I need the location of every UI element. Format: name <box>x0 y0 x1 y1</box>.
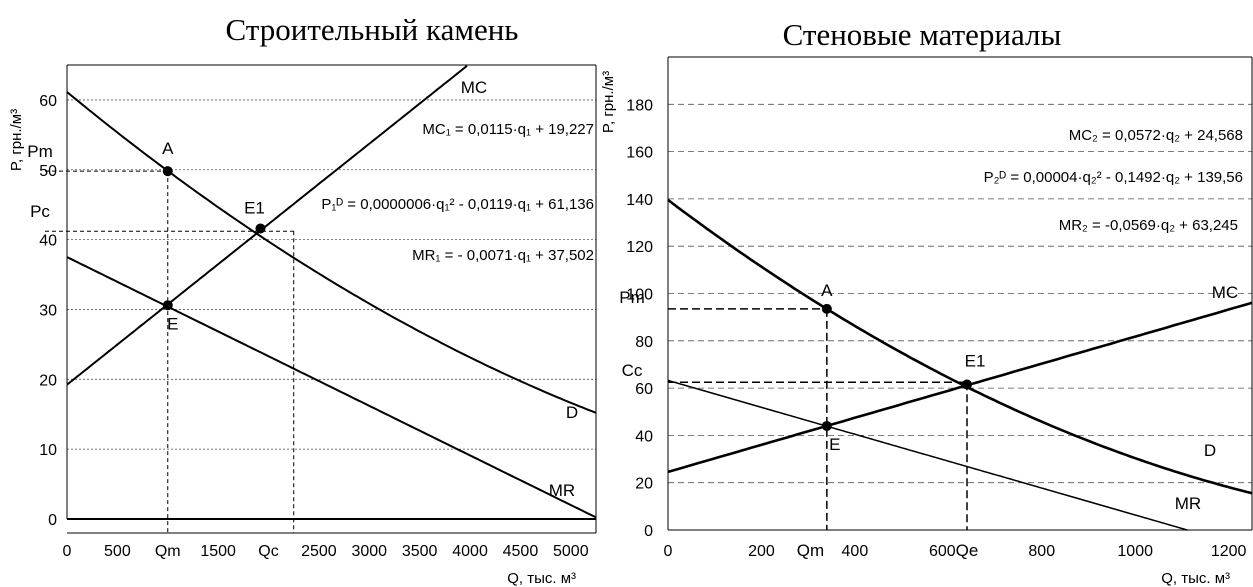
series-line-d <box>66 91 597 414</box>
chart-title: Строительный камень <box>226 12 519 47</box>
y-tick-label: 80 <box>635 334 653 351</box>
y-axis-label: P, грн./м³ <box>600 71 617 133</box>
series-line-mr <box>66 256 597 519</box>
data-point-e <box>821 420 832 431</box>
x-tick-label: 2500 <box>301 543 337 560</box>
y-mark-label: Cc <box>622 361 643 380</box>
y-tick-label: 180 <box>626 97 653 114</box>
x-tick-label: 0 <box>63 543 72 560</box>
series-line-mc <box>667 301 1253 474</box>
y-tick-label: 30 <box>39 302 57 319</box>
x-tick-label: 4500 <box>503 543 539 560</box>
curve-label: MR <box>549 481 575 500</box>
curve-label: MR <box>1175 494 1201 513</box>
x-tick-label: 400 <box>842 543 869 560</box>
x-tick-label: 0 <box>664 543 673 560</box>
x-tick-label: Qc <box>258 543 278 560</box>
equation-label: P₁ᴰ = 0,0000006·q₁² - 0,0119·q₁ + 61,136 <box>321 196 594 213</box>
curve-label: D <box>566 403 578 422</box>
y-tick-label: 100 <box>626 287 653 304</box>
x-mark-label: Qm <box>797 541 824 560</box>
data-point-a <box>821 303 832 314</box>
curve-label: MC <box>461 78 487 97</box>
x-mark-label: Qe <box>956 541 979 560</box>
x-tick-label: 3000 <box>351 543 387 560</box>
chart-title: Стеновые материалы <box>783 17 1062 52</box>
y-tick-label: 120 <box>626 239 653 256</box>
x-tick-label: 600 <box>929 543 956 560</box>
y-mark-label: Pm <box>619 288 645 307</box>
x-tick-label: 200 <box>748 543 775 560</box>
equation-label: MC₂ = 0,0572·q₂ + 24,568 <box>1069 127 1243 144</box>
x-tick-label: 500 <box>104 543 131 560</box>
equation-label: MR₁ = - 0,0071·q₁ + 37,502 <box>412 247 594 264</box>
equation-label: MC₁ = 0,0115·q₁ + 19,227 <box>422 121 594 138</box>
x-axis-label: Q, тыс. м³ <box>507 570 576 587</box>
x-tick-label: 4000 <box>452 543 488 560</box>
point-label: E <box>829 435 840 454</box>
data-point-e1 <box>962 379 973 390</box>
y-tick-label: 0 <box>644 523 653 540</box>
chart-wall-materials: Стеновые материалы 0 20 40 60 80 100 120 140 160 1… <box>600 17 1253 587</box>
y-tick-label: 0 <box>48 512 57 529</box>
y-tick-label: 20 <box>635 476 653 493</box>
equation-label: MR₂ = -0,0569·q₂ + 63,245 <box>1059 217 1238 234</box>
y-tick-label: 60 <box>39 93 57 110</box>
point-label: E <box>167 314 178 333</box>
series-line-mc <box>66 65 468 386</box>
series-line-mr <box>667 379 1188 531</box>
point-label: E1 <box>965 352 986 371</box>
x-tick-label: 1500 <box>200 543 236 560</box>
point-label: A <box>162 139 174 158</box>
data-point-a <box>162 166 173 177</box>
y-axis-label: P, грн./м³ <box>8 109 25 171</box>
y-tick-label: 40 <box>635 428 653 445</box>
equation-label: P₂ᴰ = 0,00004·q₂² - 0,1492·q₂ + 139,56 <box>984 169 1243 186</box>
point-label: E1 <box>244 198 265 217</box>
y-tick-label: 160 <box>626 145 653 162</box>
y-tick-label: 10 <box>39 442 57 459</box>
x-axis-label: Q, тыс. м³ <box>1161 570 1230 587</box>
y-tick-label: 60 <box>635 381 653 398</box>
curve-label: MC <box>1212 283 1238 302</box>
y-mark-label: Pm <box>27 142 53 161</box>
series-line-d <box>667 198 1253 495</box>
y-tick-label: 40 <box>39 233 57 250</box>
x-tick-label: Qm <box>155 543 181 560</box>
x-tick-label: 3500 <box>402 543 438 560</box>
curve-label: D <box>1204 441 1216 460</box>
x-tick-label: 1000 <box>1117 543 1153 560</box>
data-point-e1 <box>255 223 266 234</box>
point-label: A <box>821 281 833 300</box>
y-mark-label: Pc <box>30 202 50 221</box>
x-tick-label: 5000 <box>553 543 589 560</box>
data-point-e <box>162 300 173 311</box>
x-tick-label: 800 <box>1028 543 1055 560</box>
y-tick-label: 140 <box>626 192 653 209</box>
x-tick-label: 1200 <box>1211 543 1247 560</box>
y-tick-label: 20 <box>39 372 57 389</box>
